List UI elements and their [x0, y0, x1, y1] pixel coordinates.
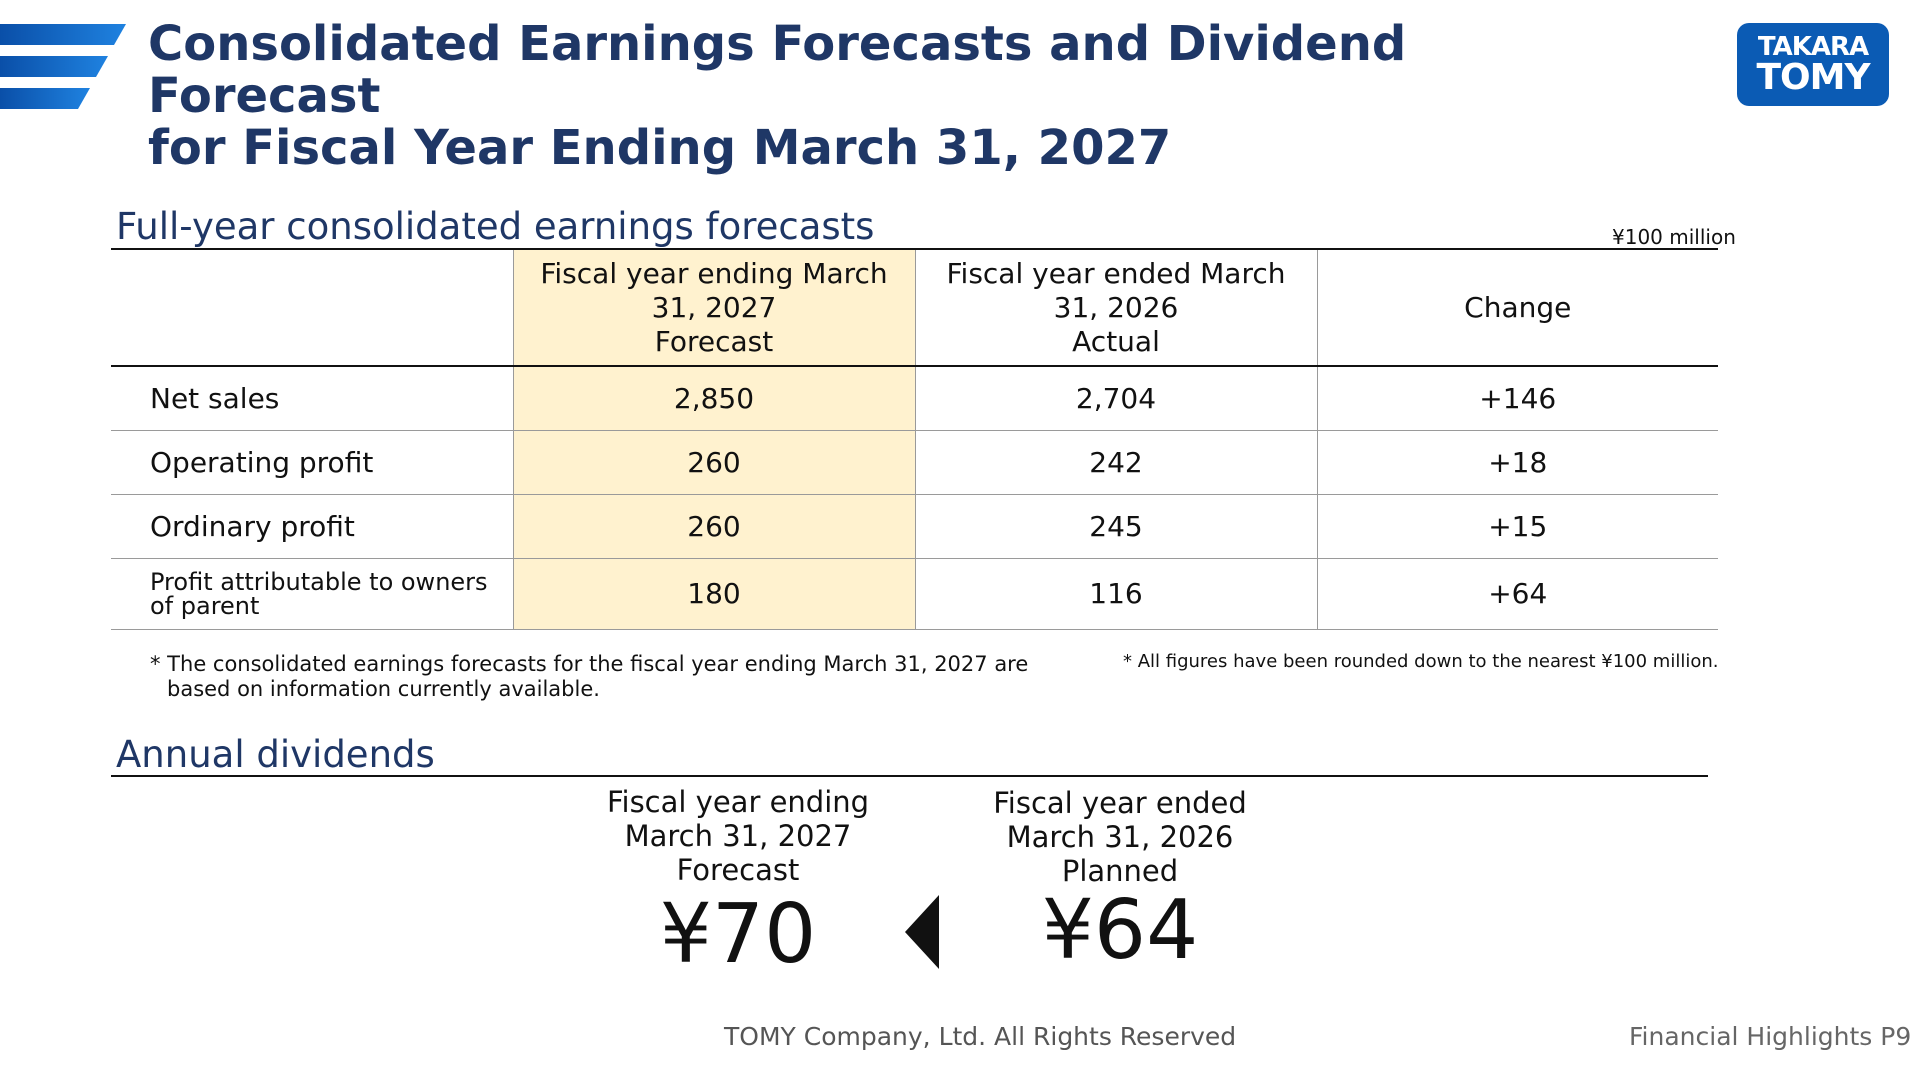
row-label: Ordinary profit	[111, 494, 513, 559]
table-row-profit-attributable: Profit attributable to owners of parent …	[111, 558, 1718, 630]
header-change: Change	[1316, 248, 1718, 367]
logo-line-2: TOMY	[1756, 57, 1870, 98]
table-row-ordinary-profit: Ordinary profit 260 245 +15	[111, 494, 1718, 559]
page-title-line-2: for Fiscal Year Ending March 31, 2027	[148, 120, 1172, 176]
dividend-forecast-line-3: Forecast	[676, 853, 800, 887]
row-label: Operating profit	[111, 430, 513, 495]
unit-label: ¥100 million	[1612, 225, 1736, 249]
forecast-value: 180	[512, 558, 915, 630]
table-row-net-sales: Net sales 2,850 2,704 +146	[111, 366, 1718, 431]
page-title: Consolidated Earnings Forecasts and Divi…	[148, 18, 1628, 174]
forecast-value: 260	[512, 430, 915, 495]
header-stripes	[0, 24, 126, 109]
dividend-forecast-value: ¥70	[659, 887, 817, 982]
header-actual-line-1: Fiscal year ended March	[946, 256, 1286, 290]
row-label: Net sales	[111, 366, 513, 431]
header-forecast-line-1: Fiscal year ending March	[540, 256, 888, 290]
header-change-label: Change	[1464, 290, 1572, 324]
change-value: +64	[1316, 558, 1718, 630]
dividends-divider	[111, 775, 1708, 777]
change-value: +146	[1316, 366, 1718, 431]
rounding-note: * All figures have been rounded down to …	[1123, 651, 1719, 672]
header-actual-line-3: Actual	[1072, 324, 1160, 358]
arrow-left-icon	[905, 895, 939, 969]
forecast-value: 2,850	[512, 366, 915, 431]
dividend-planned-heading: Fiscal year ended March 31, 2026 Planned	[940, 786, 1300, 888]
header-forecast-line-3: Forecast	[654, 324, 774, 358]
takara-tomy-logo: TAKARA TOMY	[1737, 23, 1889, 106]
dividend-forecast-heading: Fiscal year ending March 31, 2027 Foreca…	[558, 785, 918, 887]
dividend-forecast-line-1: Fiscal year ending	[606, 785, 870, 819]
actual-value: 242	[914, 430, 1317, 495]
header-empty-cell	[111, 248, 513, 367]
forecast-note-line-2: based on information currently available…	[167, 677, 600, 701]
actual-value: 245	[914, 494, 1317, 559]
header-actual-line-2: 31, 2026	[1053, 290, 1179, 324]
change-value: +18	[1316, 430, 1718, 495]
dividend-forecast-line-2: March 31, 2027	[624, 819, 852, 853]
header-forecast: Fiscal year ending March 31, 2027 Foreca…	[512, 248, 915, 367]
dividends-section-title: Annual dividends	[116, 733, 435, 776]
footer-copyright: TOMY Company, Ltd. All Rights Reserved	[724, 1022, 1237, 1051]
page-title-line-1: Consolidated Earnings Forecasts and Divi…	[148, 16, 1407, 124]
actual-value: 2,704	[914, 366, 1317, 431]
dividend-planned-line-3: Planned	[1061, 854, 1179, 888]
forecast-note-line-1: * The consolidated earnings forecasts fo…	[150, 652, 1029, 676]
dividend-planned-value: ¥64	[1041, 883, 1199, 978]
actual-value: 116	[914, 558, 1317, 630]
row-label: Profit attributable to owners of parent	[111, 558, 513, 630]
forecast-note: * The consolidated earnings forecasts fo…	[150, 652, 1030, 702]
forecast-value: 260	[512, 494, 915, 559]
footer-page-number: Financial Highlights P9	[1629, 1022, 1912, 1051]
earnings-table: Fiscal year ending March 31, 2027 Foreca…	[111, 248, 1718, 630]
earnings-table-header-row: Fiscal year ending March 31, 2027 Foreca…	[111, 248, 1718, 367]
logo-line-1: TAKARA	[1757, 32, 1869, 62]
earnings-section-title: Full-year consolidated earnings forecast…	[116, 205, 875, 248]
table-row-operating-profit: Operating profit 260 242 +18	[111, 430, 1718, 495]
dividend-planned-line-1: Fiscal year ended	[993, 786, 1247, 820]
header-actual: Fiscal year ended March 31, 2026 Actual	[914, 248, 1317, 367]
dividend-planned-line-2: March 31, 2026	[1006, 820, 1234, 854]
change-value: +15	[1316, 494, 1718, 559]
header-forecast-line-2: 31, 2027	[651, 290, 777, 324]
